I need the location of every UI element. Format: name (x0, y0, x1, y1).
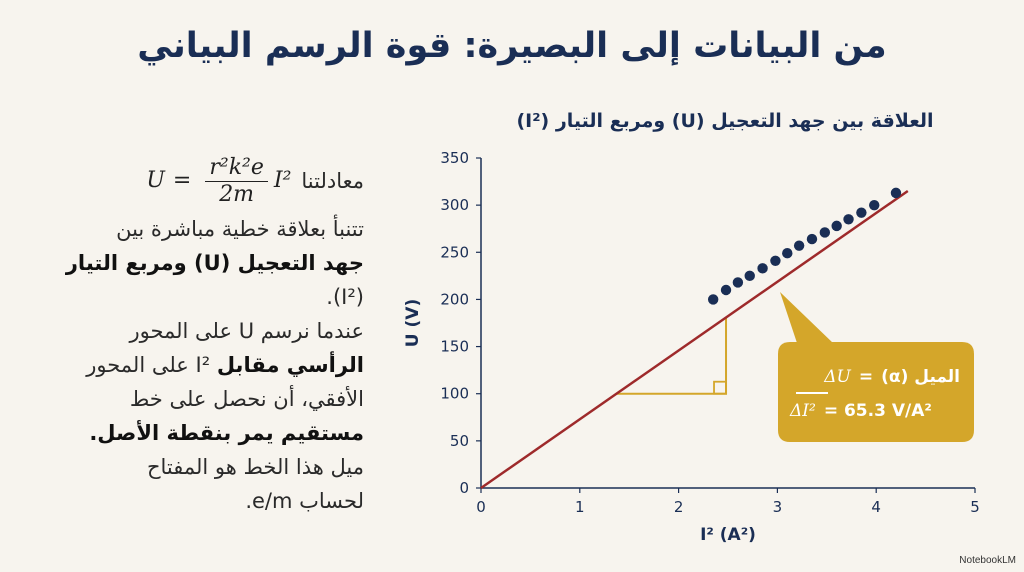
y-tick-label: 300 (440, 196, 469, 214)
data-point (890, 187, 902, 199)
x-axis-label: I² (A²) (700, 525, 756, 545)
delta-u: ΔU (824, 367, 851, 387)
data-point (806, 233, 818, 245)
x-tick-label: 3 (773, 498, 783, 516)
chart-title: العلاقة بين جهد التعجيل (U) ومربع التيار… (516, 110, 934, 132)
callout-row: الميل (α) = ΔU (790, 362, 960, 392)
fit-line (480, 189, 909, 490)
data-point (819, 227, 831, 238)
y-axis-label: U (V) (403, 299, 423, 347)
equation-label: معادلتنا (301, 169, 364, 193)
y-tick-label: 0 (459, 479, 469, 497)
text-line: الأفقي، أن نحصل على خط (129, 387, 364, 411)
data-point (856, 207, 867, 218)
y-tick-label: 250 (440, 243, 469, 261)
text-line: ميل هذا الخط هو المفتاح (146, 455, 364, 479)
data-point (720, 284, 732, 296)
bold-text: مستقيم يمر بنقطة الأصل. (89, 421, 364, 445)
callout-pointer (780, 292, 834, 352)
slope-callout (778, 342, 974, 442)
explanation-text: U = r²k²e 2m I² معادلتنا تتنبأ بعلاقة خط… (34, 152, 364, 518)
data-point (757, 263, 768, 274)
text-line: لحساب e/m. (245, 489, 364, 513)
y-tick-label: 200 (440, 290, 469, 308)
callout-row: ΔI² = 65.3 V/A² (790, 396, 960, 426)
data-point (793, 240, 805, 251)
data-point (831, 220, 842, 232)
data-point (744, 270, 755, 282)
text-line: (I²). (326, 285, 364, 309)
text-line: تتنبأ بعلاقة خطية مباشرة بين (116, 217, 364, 241)
bold-text: جهد التعجيل (U) ومربع التيار (65, 251, 364, 275)
x-tick-label: 2 (674, 498, 684, 516)
equation-denominator: 2m (219, 181, 255, 207)
x-tick-label: 1 (575, 498, 585, 516)
text-line: جهد التعجيل (U) ومربع التيار (34, 246, 364, 280)
equation-equals: = (172, 168, 192, 193)
equation: U = r²k²e 2m I² (146, 155, 291, 208)
text-line: عندما نرسم U على المحور (129, 319, 364, 343)
data-point (782, 248, 793, 259)
watermark: NotebookLM (959, 555, 1016, 566)
delta-i-squared: ΔI² (790, 400, 816, 421)
slide-title: من البيانات إلى البصيرة: قوة الرسم البيا… (137, 26, 887, 66)
equation-u: U (146, 168, 165, 193)
equation-numerator: r²k²e (205, 155, 268, 182)
data-point (707, 294, 719, 305)
text-span: I² على المحور (86, 353, 211, 377)
slope-equals: = (858, 367, 874, 387)
data-point (843, 214, 854, 225)
equation-fraction: r²k²e 2m (205, 155, 268, 208)
data-point (869, 199, 880, 211)
y-tick-label: 100 (440, 385, 469, 403)
right-angle-marker (713, 380, 727, 395)
x-tick-label: 4 (871, 498, 881, 516)
y-tick-label: 50 (450, 432, 469, 450)
slope-callout-text: الميل (α) = ΔU ΔI² = 65.3 V/A² (790, 362, 960, 426)
y-tick-label: 350 (440, 149, 469, 167)
x-tick-label: 0 (476, 498, 486, 516)
slope-value: = 65.3 V/A² (823, 400, 932, 421)
fraction-bar (796, 392, 828, 394)
equation-i-squared: I² (273, 168, 292, 193)
bold-text: الرأسي مقابل (216, 353, 364, 377)
text-line: الرأسي مقابل I² على المحور (34, 348, 364, 382)
slope-label: الميل (α) (881, 367, 960, 387)
data-point (770, 255, 781, 266)
x-tick-label: 5 (970, 498, 980, 516)
y-tick-label: 150 (440, 338, 469, 356)
text-line: مستقيم يمر بنقطة الأصل. (34, 416, 364, 450)
data-point (732, 277, 744, 288)
equation-line: U = r²k²e 2m I² معادلتنا (34, 152, 364, 210)
